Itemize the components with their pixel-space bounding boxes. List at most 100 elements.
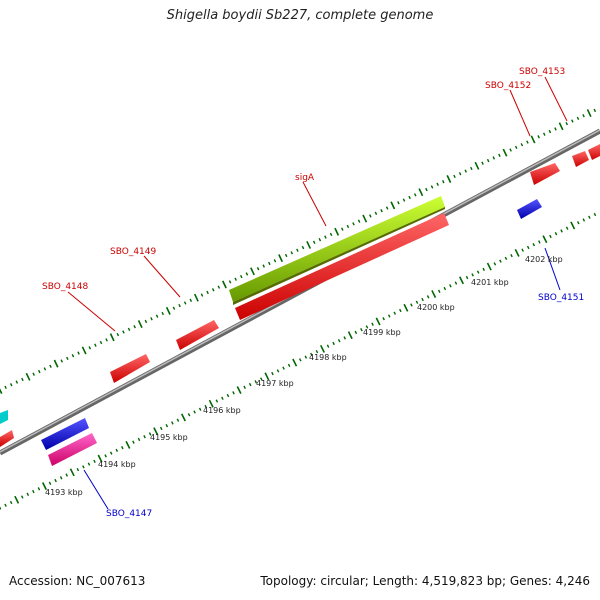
kbp-label-4195: 4195 kbp [150, 433, 188, 442]
minor-tick [436, 182, 439, 186]
feature-sbo4147-blue[interactable] [41, 418, 89, 450]
feature-sbo4149[interactable] [176, 320, 219, 350]
minor-tick [9, 383, 13, 387]
gene-label-sbo4148[interactable]: SBO_4148 [42, 282, 88, 292]
minor-tick [21, 377, 24, 382]
major-tick [459, 276, 464, 285]
minor-tick [593, 108, 597, 113]
kbp-label-4196: 4196 kbp [203, 406, 241, 415]
gene-label-sbo4152[interactable]: SBO_4152 [485, 81, 531, 91]
major-tick [347, 331, 353, 340]
minor-tick [271, 371, 274, 376]
minor-tick [387, 314, 391, 318]
gene-label-siga[interactable]: sigA [295, 173, 315, 183]
feature-sbo4148[interactable] [110, 354, 150, 383]
major-tick [418, 188, 424, 197]
minor-tick [565, 121, 568, 126]
minor-tick [4, 503, 7, 507]
minor-tick [228, 280, 232, 284]
minor-tick [189, 298, 193, 302]
label-leaders [67, 76, 568, 510]
minor-tick [499, 259, 502, 263]
minor-tick [554, 127, 557, 131]
feature-red-left-edge[interactable] [0, 430, 14, 447]
minor-tick [82, 465, 85, 469]
feature-siga-rna[interactable] [229, 196, 445, 305]
major-tick [292, 358, 298, 367]
major-tick [530, 135, 536, 144]
minor-tick [437, 289, 441, 293]
reverse-tick-row [0, 212, 597, 510]
major-tick [334, 227, 340, 236]
feature-cyan[interactable] [0, 410, 8, 424]
minor-tick [510, 253, 513, 258]
major-tick [97, 454, 103, 463]
minor-tick [32, 372, 35, 376]
minor-tick [357, 219, 361, 223]
minor-tick [260, 377, 263, 381]
gene-label-sbo4149[interactable]: SBO_4149 [110, 247, 156, 257]
minor-tick [76, 467, 80, 472]
minor-tick [48, 481, 52, 485]
minor-tick [520, 143, 524, 147]
kbp-label-4202: 4202 kbp [525, 255, 563, 264]
minor-tick [198, 407, 202, 411]
major-tick [362, 214, 368, 223]
major-tick [474, 161, 480, 170]
minor-tick [382, 317, 385, 321]
gene-label-sbo4151[interactable]: SBO_4151 [538, 293, 584, 303]
minor-tick [132, 440, 135, 444]
gene-label-sbo4153[interactable]: SBO_4153 [519, 67, 565, 77]
minor-tick [66, 356, 69, 361]
minor-tick [20, 495, 24, 499]
minor-tick [43, 367, 47, 371]
major-tick [222, 280, 227, 289]
feature-siga[interactable] [235, 213, 449, 320]
minor-tick [326, 344, 330, 348]
minor-tick [421, 297, 424, 302]
major-tick [514, 248, 520, 257]
minor-tick [415, 300, 419, 304]
gene-label-sbo4147[interactable]: SBO_4147 [106, 509, 152, 519]
minor-tick [32, 489, 35, 494]
minor-tick [65, 473, 69, 477]
minor-tick [337, 339, 341, 343]
minor-tick [143, 435, 146, 439]
feature-sbo4147-pink[interactable] [48, 433, 97, 466]
major-tick [542, 235, 548, 244]
minor-tick [526, 140, 529, 144]
minor-tick [576, 116, 580, 121]
minor-tick [482, 267, 486, 272]
feature-sbo4151[interactable] [517, 199, 542, 219]
feature-sbo4153a[interactable] [572, 151, 589, 167]
minor-tick [99, 340, 103, 345]
minor-tick [352, 222, 355, 226]
minor-tick [324, 235, 327, 239]
major-tick [125, 440, 131, 449]
minor-tick [276, 369, 280, 373]
minor-tick [176, 418, 180, 422]
major-tick [250, 267, 255, 276]
major-tick [109, 333, 115, 342]
feature-sbo4152[interactable] [530, 163, 560, 185]
minor-tick [532, 243, 536, 247]
minor-tick [365, 325, 369, 329]
minor-tick [87, 462, 91, 466]
minor-tick [165, 424, 169, 428]
major-tick [208, 399, 214, 408]
minor-tick [148, 432, 152, 436]
minor-tick [243, 385, 246, 389]
minor-tick [543, 132, 546, 136]
minor-tick [442, 180, 445, 184]
feature-sbo4153b[interactable] [588, 144, 600, 160]
minor-tick [240, 274, 243, 279]
topology-text: Topology: circular; Length: 4,519,823 bp… [260, 574, 590, 588]
minor-tick [144, 319, 148, 324]
minor-tick [329, 232, 333, 237]
minor-tick [498, 153, 501, 157]
kbp-label-4197: 4197 kbp [256, 379, 294, 388]
major-tick [69, 468, 75, 477]
minor-tick [476, 270, 480, 274]
minor-tick [492, 156, 496, 160]
